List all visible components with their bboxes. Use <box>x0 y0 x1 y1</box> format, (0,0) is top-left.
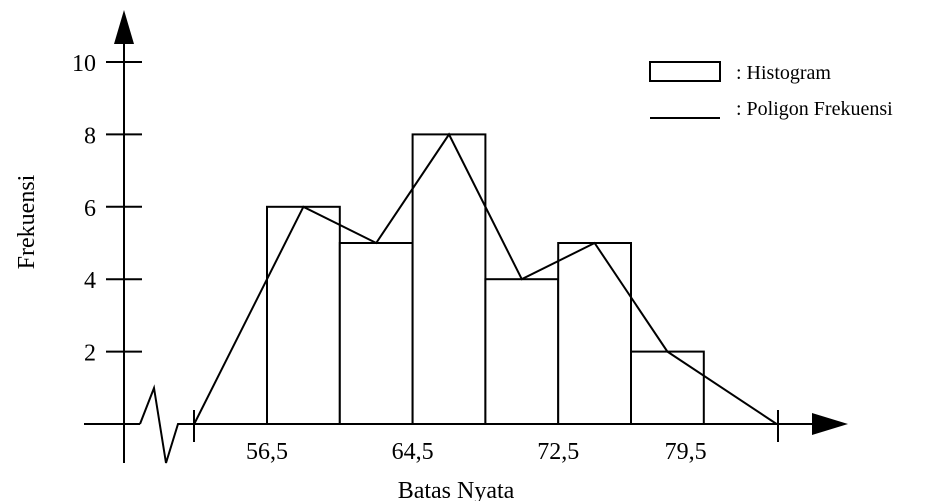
histogram-bars <box>267 134 704 424</box>
histogram-bar <box>267 207 340 424</box>
axis-break-zigzag <box>140 388 194 463</box>
y-ticks: 2 4 6 8 10 <box>72 51 142 367</box>
y-axis-label: Frekuensi <box>14 174 40 269</box>
legend-histogram-swatch <box>650 62 720 81</box>
x-ticks: 56,5 64,5 72,5 79,5 <box>246 439 707 465</box>
histogram-bar <box>485 279 558 424</box>
legend: : Histogram : Poligon Frekuensi <box>650 62 893 120</box>
histogram-bar <box>413 134 486 424</box>
x-tick-label: 79,5 <box>665 439 707 465</box>
histogram-bar <box>558 243 631 424</box>
x-tick-label: 56,5 <box>246 439 288 465</box>
legend-histogram-label: : Histogram <box>736 62 831 84</box>
y-tick-label: 2 <box>84 341 96 367</box>
y-tick-label: 4 <box>84 268 96 294</box>
x-axis-label: Batas Nyata <box>398 478 515 501</box>
histogram-bar <box>631 352 704 424</box>
histogram-bar <box>340 243 413 424</box>
legend-polygon-label: : Poligon Frekuensi <box>736 98 893 120</box>
y-axis-arrow <box>114 10 134 44</box>
x-tick-label: 72,5 <box>537 439 579 465</box>
y-tick-label: 8 <box>84 123 96 149</box>
y-tick-label: 6 <box>84 196 96 222</box>
x-tick-label: 64,5 <box>392 439 434 465</box>
x-axis-arrow <box>812 413 848 435</box>
y-tick-label: 10 <box>72 51 96 77</box>
